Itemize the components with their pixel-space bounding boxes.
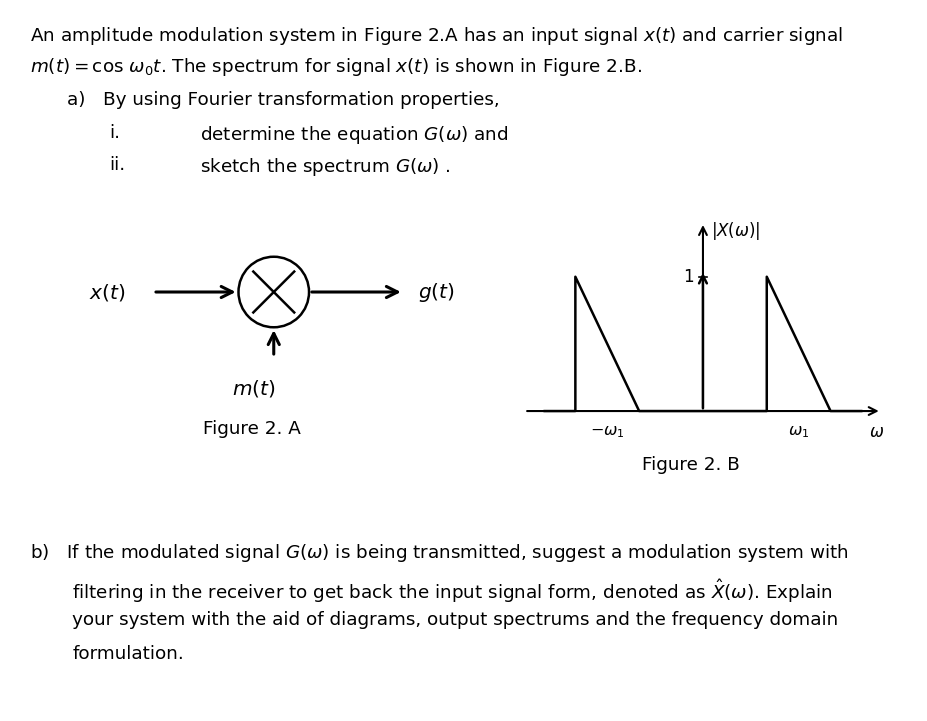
Text: $\omega_1$: $\omega_1$ xyxy=(787,425,808,441)
Text: 1: 1 xyxy=(682,267,692,286)
Text: $m(t)$: $m(t)$ xyxy=(232,378,274,399)
Text: $|X(\omega)|$: $|X(\omega)|$ xyxy=(710,220,759,242)
Text: Figure 2. B: Figure 2. B xyxy=(641,456,740,474)
Text: i.: i. xyxy=(109,124,121,142)
Text: filtering in the receiver to get back the input signal form, denoted as $\hat{X}: filtering in the receiver to get back th… xyxy=(72,577,832,605)
Text: An amplitude modulation system in Figure 2.A has an input signal $x(t)$ and carr: An amplitude modulation system in Figure… xyxy=(30,25,842,48)
Text: formulation.: formulation. xyxy=(72,645,184,663)
Text: your system with the aid of diagrams, output spectrums and the frequency domain: your system with the aid of diagrams, ou… xyxy=(72,611,838,629)
Text: a)   By using Fourier transformation properties,: a) By using Fourier transformation prope… xyxy=(67,91,499,109)
Text: $m(t) = \cos\,\omega_0 t$. The spectrum for signal $x(t)$ is shown in Figure 2.B: $m(t) = \cos\,\omega_0 t$. The spectrum … xyxy=(30,56,641,79)
Text: sketch the spectrum $G(\omega)$ .: sketch the spectrum $G(\omega)$ . xyxy=(199,156,450,178)
Text: Figure 2. A: Figure 2. A xyxy=(203,420,301,438)
Text: b)   If the modulated signal $G(\omega)$ is being transmitted, suggest a modulat: b) If the modulated signal $G(\omega)$ i… xyxy=(30,542,848,565)
Text: $-\omega_1$: $-\omega_1$ xyxy=(590,425,624,441)
Text: $\omega$: $\omega$ xyxy=(869,423,883,441)
Text: $x(t)$: $x(t)$ xyxy=(89,281,125,303)
Text: determine the equation $G(\omega)$ and: determine the equation $G(\omega)$ and xyxy=(199,124,507,146)
Text: ii.: ii. xyxy=(109,156,125,174)
Text: $g(t)$: $g(t)$ xyxy=(417,280,454,304)
